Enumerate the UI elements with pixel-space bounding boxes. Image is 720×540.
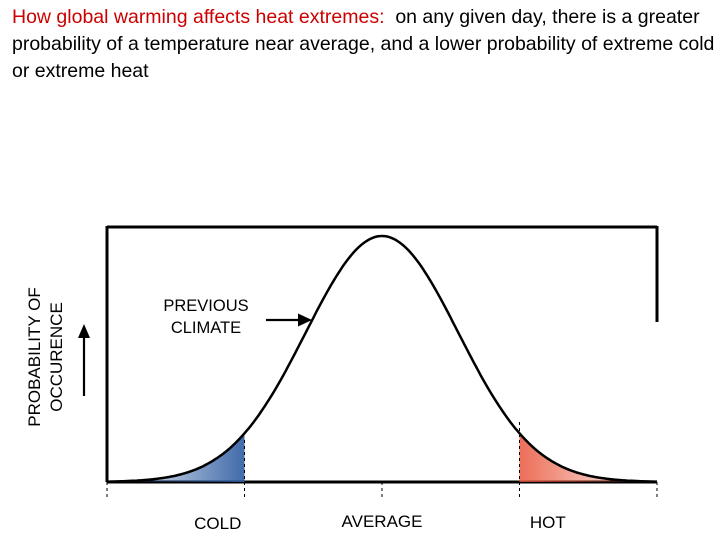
caption-lead: How global warming affects heat extremes… (12, 6, 385, 28)
previous-climate-curve (107, 234, 657, 483)
cold-tail-area (107, 433, 245, 482)
annotation-line-1: PREVIOUS (163, 297, 248, 315)
caption-rest: on any given day, there is a greater pro… (12, 6, 715, 82)
annotation-line-2: CLIMATE (171, 319, 241, 337)
x-label-hot: HOT (530, 513, 566, 532)
x-label-cold: COLD (194, 514, 241, 533)
x-label-average: AVERAGE (342, 512, 423, 531)
y-axis-label-line-1: PROBABILITY OF (25, 287, 44, 427)
y-axis-arrow (78, 324, 90, 396)
chart-caption: How global warming affects heat extremes… (12, 4, 718, 85)
annotation-arrow (266, 313, 312, 327)
x-axis-ticks (106, 482, 658, 500)
y-axis-label: PROBABILITY OF OCCURENCE (25, 287, 66, 427)
y-axis-label-line-2: OCCURENCE (47, 302, 66, 412)
hot-tail-area (519, 433, 657, 482)
